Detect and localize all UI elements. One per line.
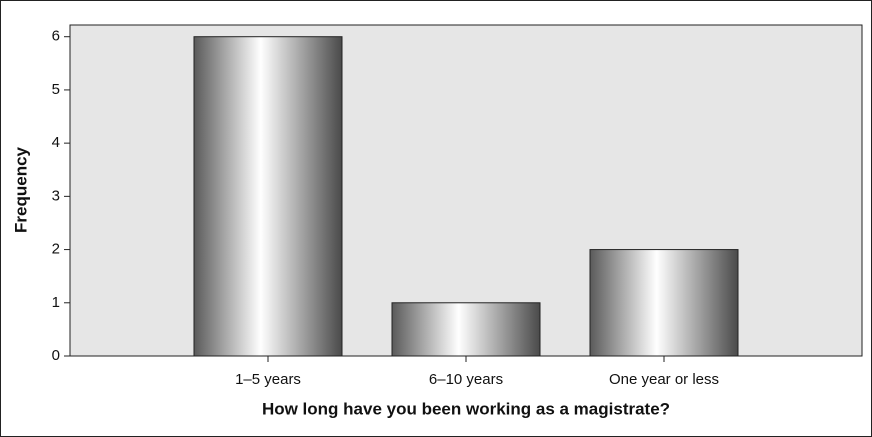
bar <box>391 302 541 357</box>
y-tick-label: 0 <box>52 347 60 364</box>
x-tick-label: 6–10 years <box>429 371 503 388</box>
y-axis-label: Frequency <box>11 146 30 233</box>
bar <box>193 36 343 357</box>
x-axis-label: How long have you been working as a magi… <box>262 399 670 418</box>
y-tick-label: 2 <box>52 241 60 258</box>
y-tick-label: 1 <box>52 294 60 311</box>
y-tick-label: 6 <box>52 28 60 45</box>
bar <box>589 249 739 357</box>
x-tick-label: One year or less <box>609 371 719 388</box>
x-tick-label: 1–5 years <box>235 371 301 388</box>
y-tick-label: 3 <box>52 187 60 204</box>
y-tick-label: 5 <box>52 81 60 98</box>
y-tick-label: 4 <box>52 134 60 151</box>
